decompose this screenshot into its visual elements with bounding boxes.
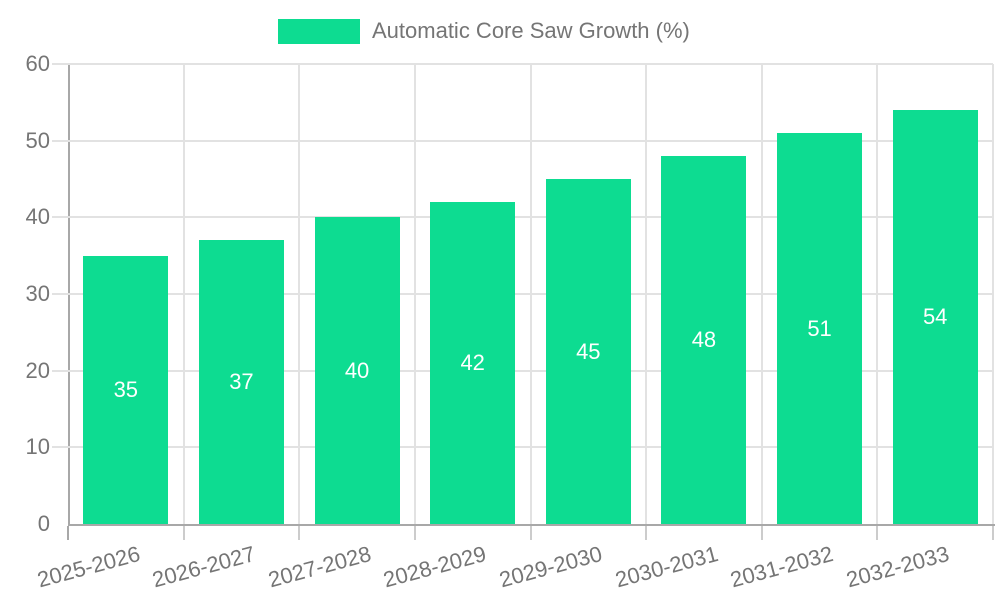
plot-area (68, 64, 995, 526)
y-axis-tick-label: 0 (37, 511, 50, 536)
x-axis-tick (529, 526, 532, 540)
v-gridline (182, 64, 185, 524)
y-axis-tick-label: 20 (25, 357, 50, 383)
bar-value-label: 51 (807, 315, 832, 341)
x-axis-tick-label: 2025-2026 (34, 541, 143, 593)
v-gridline (413, 64, 416, 524)
v-gridline (529, 64, 532, 524)
y-axis-tick-label: 40 (25, 204, 50, 230)
bar[interactable] (198, 240, 284, 524)
h-gridline (52, 63, 993, 65)
x-axis-tick (182, 526, 185, 540)
v-gridline (876, 64, 879, 524)
bar[interactable] (892, 110, 978, 524)
bar-value-label: 48 (691, 327, 717, 352)
v-gridline (760, 64, 763, 524)
h-gridline (52, 293, 993, 295)
x-axis-tick (67, 526, 69, 540)
x-axis-tick (876, 526, 879, 540)
x-axis-tick (645, 526, 648, 540)
x-axis-tick (298, 526, 301, 540)
x-axis-tick-label: 2029-2030 (496, 541, 605, 593)
h-gridline (52, 369, 993, 372)
y-axis-tick-label: 30 (25, 281, 50, 306)
bar-value-label: 42 (460, 350, 485, 375)
legend-swatch[interactable] (278, 19, 360, 44)
h-gridline (52, 139, 993, 142)
y-axis-tick-label: 10 (25, 434, 50, 460)
h-gridline (52, 216, 993, 219)
bar-value-label: 35 (113, 376, 139, 402)
bar[interactable] (430, 202, 516, 524)
bar[interactable] (83, 255, 169, 524)
v-gridline (645, 64, 648, 524)
x-axis-tick-label: 2028-2029 (381, 541, 490, 593)
x-axis-tick-label: 2032-2033 (843, 541, 952, 593)
x-axis-tick-label: 2026-2027 (149, 541, 258, 593)
legend-label[interactable]: Automatic Core Saw Growth (%) (372, 18, 690, 43)
x-axis-tick (413, 526, 416, 540)
bar-value-label: 45 (576, 338, 601, 364)
bar-value-label: 54 (922, 304, 948, 329)
x-axis-tick-label: 2027-2028 (265, 541, 374, 593)
bar[interactable] (777, 133, 863, 524)
x-axis-tick-label: 2031-2032 (727, 541, 837, 593)
y-axis-tick-label: 50 (25, 127, 50, 153)
v-gridline (992, 64, 994, 524)
x-axis-tick (760, 526, 763, 540)
bar-value-label: 40 (344, 357, 370, 383)
bar-value-label: 37 (229, 369, 254, 395)
y-axis-tick-label: 60 (25, 51, 50, 76)
bar[interactable] (545, 179, 631, 524)
h-gridline (52, 446, 993, 449)
v-gridline (298, 64, 301, 524)
x-axis-tick-label: 2030-2031 (612, 541, 721, 593)
bar[interactable] (661, 156, 747, 524)
x-axis-tick (992, 526, 994, 540)
bar[interactable] (314, 217, 400, 524)
